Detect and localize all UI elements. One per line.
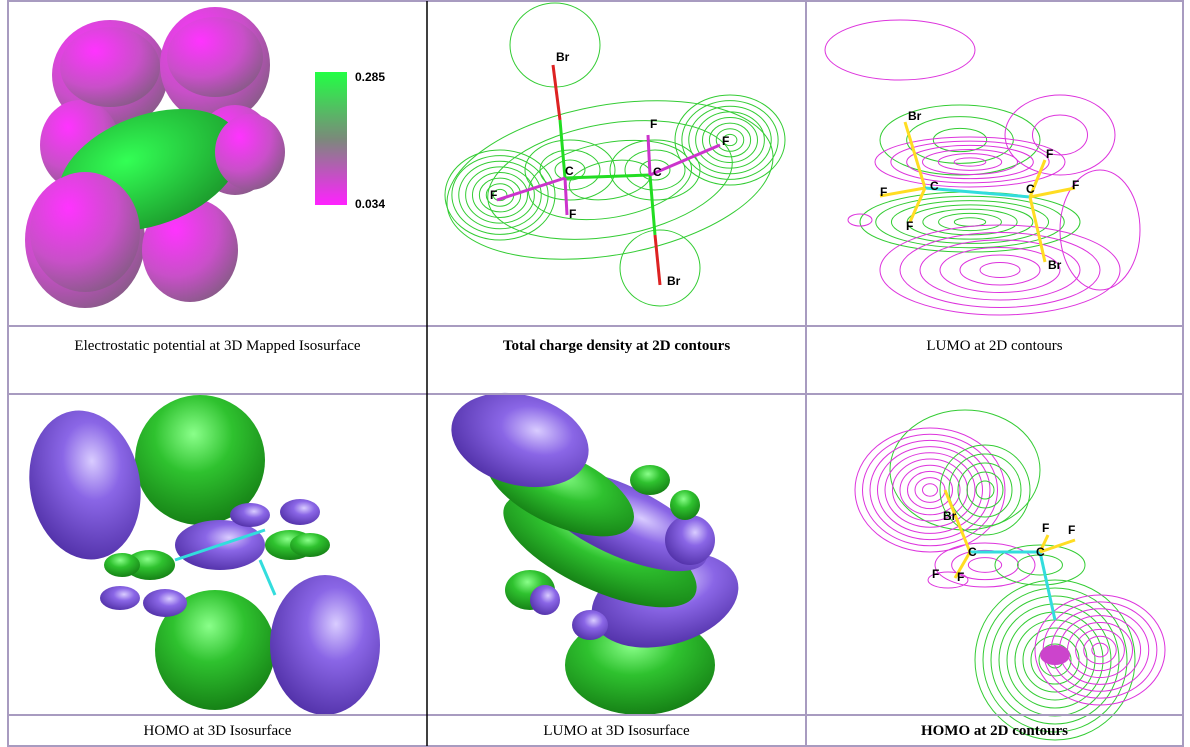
atom-label: F	[906, 219, 913, 233]
caption: LUMO at 2D contours	[806, 331, 1183, 361]
atom-label: F	[932, 567, 939, 581]
bond	[905, 122, 925, 188]
contour	[1076, 629, 1125, 670]
atom-label: F	[650, 117, 657, 131]
shape	[143, 589, 187, 617]
shape	[215, 114, 285, 190]
contour	[1092, 643, 1108, 657]
atom-label: C	[930, 179, 939, 193]
shape	[104, 553, 140, 577]
atom-label: Br	[1048, 258, 1062, 272]
contour	[1033, 115, 1088, 155]
contour	[1005, 95, 1115, 175]
shape	[280, 499, 320, 525]
atom-label: F	[1072, 178, 1079, 192]
contour	[825, 20, 975, 80]
contour	[933, 128, 986, 151]
caption: HOMO at 2D contours	[806, 716, 1183, 746]
contour	[1084, 636, 1117, 664]
shape	[290, 533, 330, 557]
contour	[478, 103, 741, 257]
contour	[938, 154, 1001, 171]
atom-label: C	[565, 164, 574, 178]
atom-label: C	[1026, 182, 1035, 196]
atom-label: F	[1046, 147, 1053, 161]
contour	[939, 213, 1002, 230]
bond	[650, 175, 655, 235]
shape	[30, 172, 140, 292]
figure-table: 0.2850.034BrCCFFFFBrBrCCFFFFBrBrCCFFFF E…	[0, 0, 1190, 747]
bond	[648, 135, 650, 175]
atom-label: F	[490, 188, 497, 202]
bond	[260, 560, 275, 595]
node	[1040, 645, 1070, 665]
contour	[907, 145, 1034, 178]
atom-label: 0.285	[355, 70, 385, 84]
atom-label: C	[1036, 545, 1045, 559]
shape	[530, 585, 560, 615]
contour	[703, 118, 758, 163]
contour	[976, 481, 994, 499]
color-bar	[315, 72, 347, 205]
contour	[434, 77, 785, 282]
bond	[565, 175, 650, 178]
shape	[572, 610, 608, 640]
atom-label: Br	[943, 509, 957, 523]
contour	[891, 141, 1049, 183]
atom-label: F	[569, 207, 576, 221]
caption: Electrostatic potential at 3D Mapped Iso…	[68, 331, 368, 361]
contour	[620, 230, 700, 306]
atom-label: Br	[908, 109, 922, 123]
contour	[689, 106, 772, 174]
contour	[445, 150, 555, 240]
atom-label: Br	[556, 50, 570, 64]
contour	[885, 453, 975, 527]
atom-label: F	[880, 185, 887, 199]
shape	[630, 465, 670, 495]
contour	[880, 225, 1120, 315]
contour	[696, 112, 765, 168]
figure-graphics: 0.2850.034BrCCFFFFBrBrCCFFFFBrBrCCFFFF	[0, 0, 1190, 747]
caption: Total charge density at 2D contours	[427, 331, 806, 361]
shape	[167, 17, 263, 97]
contour	[960, 255, 1040, 285]
contour	[954, 218, 985, 227]
bond	[1040, 552, 1055, 620]
atom-label: F	[722, 134, 729, 148]
shape	[670, 490, 700, 520]
shape	[665, 515, 715, 565]
shape	[270, 575, 380, 715]
caption: HOMO at 3D Isosurface	[8, 716, 427, 746]
atom-label: Br	[667, 274, 681, 288]
bond	[553, 65, 560, 120]
contour	[473, 173, 528, 218]
caption: LUMO at 3D Isosurface	[427, 716, 806, 746]
shape	[60, 27, 160, 107]
contour	[935, 543, 1035, 587]
atom-label: 0.034	[355, 197, 385, 211]
contour	[452, 156, 548, 235]
bond	[655, 235, 660, 285]
bond	[925, 188, 1030, 197]
atom-label: F	[1068, 523, 1075, 537]
bond	[565, 178, 567, 215]
atom-label: C	[968, 545, 977, 559]
contour	[466, 167, 535, 223]
contour	[980, 263, 1020, 278]
contour	[958, 463, 1012, 517]
shape	[18, 402, 152, 569]
contour	[923, 484, 938, 496]
atom-label: F	[1042, 521, 1049, 535]
atom-label: C	[653, 165, 662, 179]
shape	[100, 586, 140, 610]
contour	[870, 440, 990, 539]
atom-label: F	[957, 570, 964, 584]
shape	[230, 503, 270, 527]
